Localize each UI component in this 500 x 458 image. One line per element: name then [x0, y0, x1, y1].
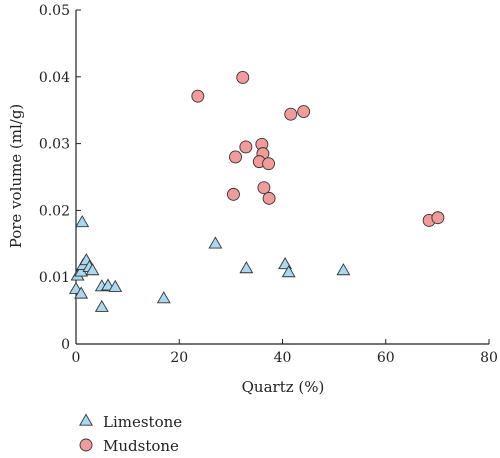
y-tick-label: 0	[61, 337, 70, 353]
y-axis-label: Pore volume (ml/g)	[7, 104, 25, 249]
x-tick-label: 40	[274, 350, 292, 366]
series-limestone	[69, 215, 351, 312]
limestone-point	[85, 263, 100, 276]
limestone-point	[208, 236, 223, 249]
mudstone-point	[239, 140, 253, 154]
y-tick-label: 0.02	[39, 203, 70, 219]
y-tick-label: 0.01	[39, 270, 70, 286]
tick-marks	[75, 9, 490, 345]
legend-item-limestone: Limestone	[79, 413, 182, 431]
data-points	[69, 71, 445, 312]
x-tick-label: 60	[377, 350, 395, 366]
mudstone-point	[229, 150, 242, 164]
y-tick-label: 0.04	[39, 70, 70, 86]
mudstone-point	[262, 191, 276, 205]
legend-marker-limestone	[79, 413, 93, 426]
legend-label-limestone: Limestone	[103, 413, 182, 431]
limestone-point	[108, 279, 123, 292]
x-tick-label: 80	[480, 350, 498, 366]
x-axis-label: Quartz (%)	[242, 378, 325, 396]
legend-item-mudstone: Mudstone	[79, 437, 179, 455]
x-tick-label: 20	[170, 350, 188, 366]
mudstone-point	[284, 107, 298, 121]
legend: Limestone Mudstone	[79, 413, 182, 455]
limestone-point	[75, 215, 90, 228]
x-tick-label: 0	[72, 350, 81, 366]
limestone-point	[336, 263, 351, 276]
mudstone-point	[236, 71, 250, 84]
mudstone-point	[262, 157, 276, 171]
mudstone-point	[227, 187, 240, 201]
mudstone-point	[257, 181, 271, 195]
tick-labels: 0 20 40 60 80 0 0.01 0.02 0.03 0.04 0.05	[39, 3, 498, 366]
mudstone-point	[191, 89, 205, 103]
mudstone-point	[431, 211, 445, 225]
series-mudstone	[191, 71, 445, 227]
legend-label-mudstone: Mudstone	[103, 437, 179, 455]
limestone-point	[281, 265, 296, 278]
axes	[75, 10, 489, 345]
y-tick-label: 0.05	[39, 3, 70, 19]
y-tick-label: 0.03	[39, 137, 70, 153]
mudstone-point	[297, 105, 311, 118]
limestone-point	[74, 286, 89, 299]
limestone-point	[156, 291, 171, 304]
limestone-point	[239, 261, 254, 274]
legend-marker-mudstone	[79, 438, 93, 452]
limestone-point	[94, 299, 109, 312]
